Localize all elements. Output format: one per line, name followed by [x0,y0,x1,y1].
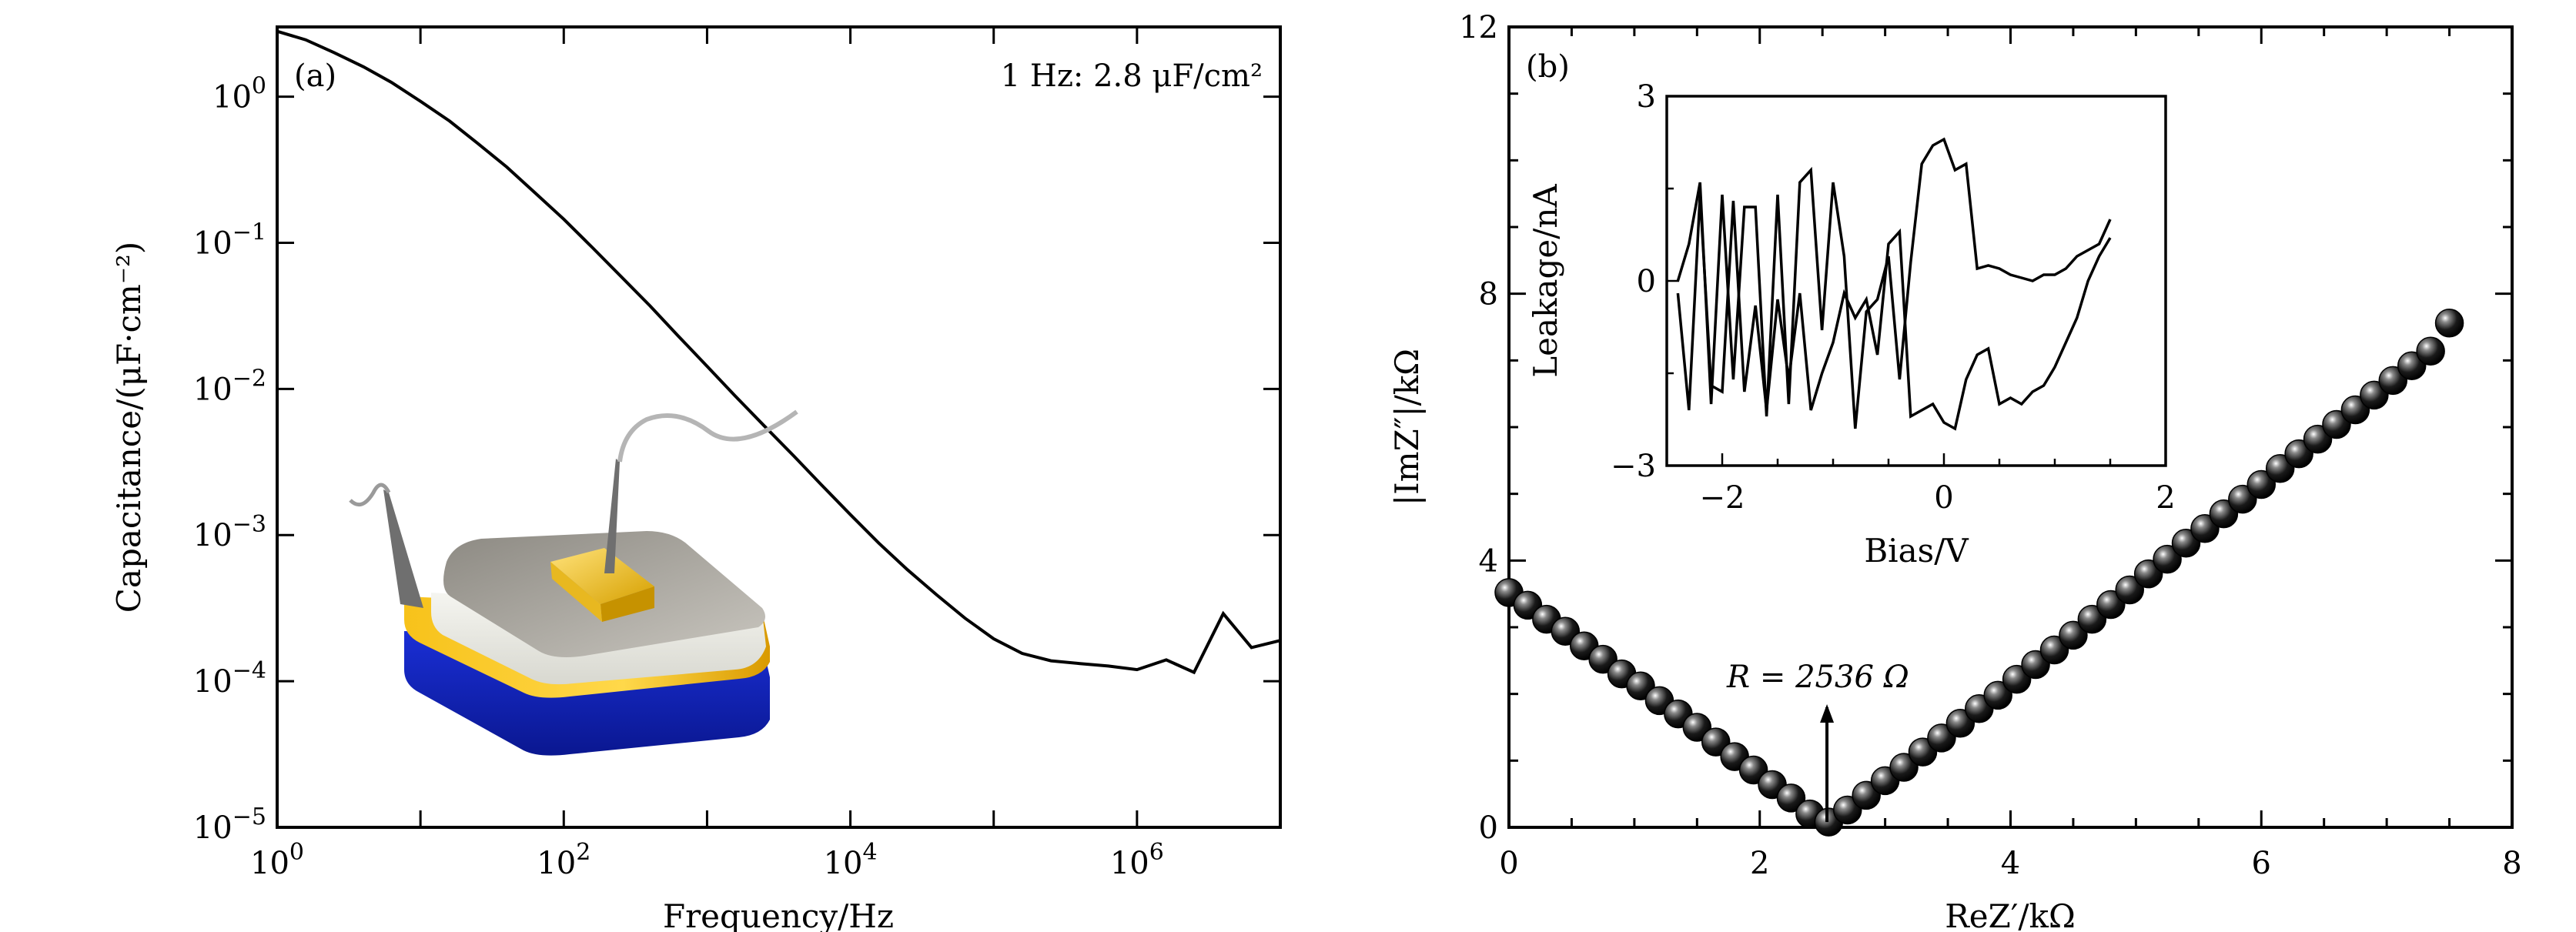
resistance-label: R = 2536 Ω [1726,660,1909,695]
x-tick-label: 100 [250,839,304,881]
x-tick-label: 6 [2252,846,2271,881]
y-tick-label: 10−2 [193,365,266,407]
x-tick-label: 4 [2001,846,2020,881]
inset-ylabel: Leakage/nA [1527,184,1564,378]
inset-x-tick-label: −2 [1700,480,1745,516]
panel-b: 0 2 4 6 8 0 4 8 12 (b) ReZ′/kΩ |ImZ″|/kΩ R = 253… [1388,10,2522,932]
y-tick-label: 10−5 [193,803,266,846]
panel-a-annotation: 1 Hz: 2.8 μF/cm² [1001,58,1263,94]
inset-xlabel: Bias/V [1864,532,1969,570]
x-tick-label: 106 [1110,839,1164,881]
data-point [2416,336,2445,366]
inset-leakage-line [1676,194,2112,431]
data-point [2246,469,2276,499]
resistance-annotation: R = 2536 Ω [1726,660,1909,823]
inset-leakage-lines [1676,137,2112,431]
inset-y-tick-label: −3 [1611,449,1656,484]
panel-b-xlabel: ReZ′/kΩ [1945,897,2076,932]
x-tick-label: 102 [537,839,590,881]
panel-a-xlabel: Frequency/Hz [663,897,894,932]
data-point [1776,783,1806,813]
inset-x-tick-label: 0 [1934,480,1953,516]
panel-b-ylabel: |ImZ″|/kΩ [1388,349,1426,506]
inset-frame [1665,95,2167,467]
panel-a-capacitance-line [276,29,1281,675]
inset-axes: −2 0 2 −3 0 3 [1611,79,2176,516]
inset-y-tick-label: 3 [1637,79,1656,115]
y-tick-label: 10−1 [193,219,266,261]
y-tick-label: 10−4 [193,657,266,700]
panel-b-axes: 0 2 4 6 8 0 4 8 12 [1459,10,2522,881]
panel-b-scatter-series [1494,309,2464,837]
y-tick-label: 12 [1459,10,1498,45]
device-schematic-image [349,409,798,756]
data-point [1983,680,2012,710]
data-point [2434,309,2464,338]
y-tick-label: 100 [212,73,266,115]
x-tick-label: 8 [2502,846,2521,881]
data-point [2059,620,2088,650]
y-tick-label: 8 [1479,277,1498,312]
inset-y-tick-label: 0 [1637,264,1656,299]
inset-leakage-line [1676,137,2112,429]
data-point [1889,753,1919,782]
y-tick-label: 4 [1479,543,1498,579]
panel-b-label: (b) [1526,49,1570,85]
x-tick-label: 2 [1750,846,1769,881]
data-point [2115,575,2144,605]
panel-a-axes: 100 102 104 106 10−5 10−4 10−3 10−2 10−1 100 [193,27,1282,881]
y-tick-label: 0 [1479,810,1498,846]
x-tick-label: 0 [1499,846,1518,881]
panel-a-label: (a) [294,58,336,94]
leakage-inset: −2 0 2 −3 0 3 Bias/V Leakage/nA [1527,79,2176,570]
panel-a-ylabel: Capacitance/(μF·cm⁻²) [110,242,148,613]
y-tick-label: 10−3 [193,511,266,553]
resistance-arrowhead [1820,704,1835,723]
inset-x-tick-label: 2 [2156,480,2175,516]
x-tick-label: 104 [824,839,878,881]
panel-a-frame [276,25,1282,829]
data-point [2153,544,2182,574]
